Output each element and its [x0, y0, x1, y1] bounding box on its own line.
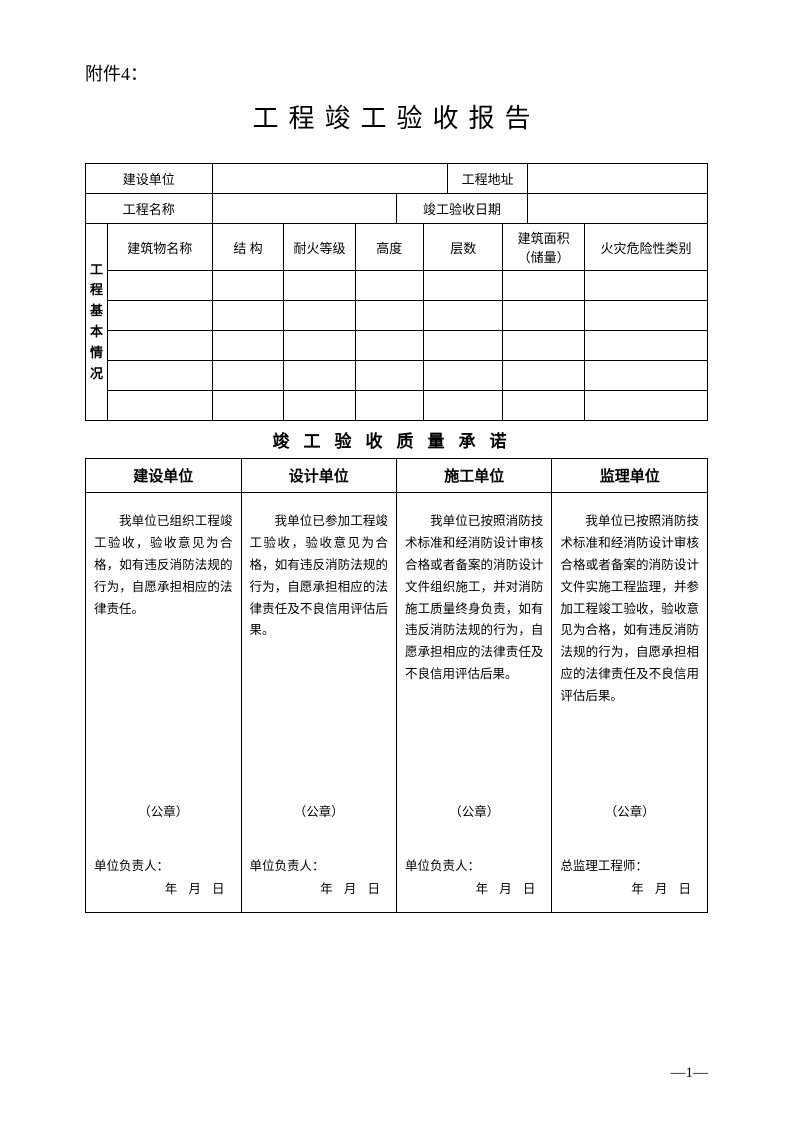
commitment-text-2: 我单位已参加工程竣工验收，验收意见为合格，如有违反消防法规的行为，自愿承担相应的… [250, 511, 388, 642]
date-label: 年 月 日 [94, 878, 233, 902]
commitment-cell-4: 我单位已按照消防技术标准和经消防设计审核合格或者备案的消防设计文件实施工程监理，… [552, 493, 708, 913]
table-row [86, 331, 708, 361]
label-project-name: 工程名称 [86, 194, 213, 224]
seal-label: （公章） [405, 801, 543, 825]
sign-label-1: 单位负责人： [94, 855, 233, 879]
commitment-cell-1: 我单位已组织工程竣工验收，验收意见为合格，如有违反消防法规的行为，自愿承担相应的… [86, 493, 242, 913]
unit-header-supervision: 监理单位 [552, 459, 708, 493]
vertical-label-basic: 工程基本情况 [86, 224, 108, 421]
page-number: —1— [671, 1065, 709, 1082]
header-row-1: 建设单位 工程地址 [86, 164, 708, 194]
table-row [86, 271, 708, 301]
header-row-2: 工程名称 竣工验收日期 [86, 194, 708, 224]
commitment-cell-3: 我单位已按照消防技术标准和经消防设计审核合格或者备案的消防设计文件组织施工，并对… [396, 493, 551, 913]
label-project-address: 工程地址 [448, 164, 528, 194]
col-floors: 层数 [424, 224, 503, 271]
col-structure: 结 构 [212, 224, 284, 271]
table-row [86, 301, 708, 331]
unit-header-build: 施工单位 [396, 459, 551, 493]
commitment-row: 我单位已组织工程竣工验收，验收意见为合格，如有违反消防法规的行为，自愿承担相应的… [86, 493, 708, 913]
col-fire-hazard: 火灾危险性类别 [584, 224, 707, 271]
col-height: 高度 [355, 224, 424, 271]
commitment-text-4: 我单位已按照消防技术标准和经消防设计审核合格或者备案的消防设计文件实施工程监理，… [560, 511, 699, 708]
sign-label-3: 单位负责人： [405, 855, 543, 879]
seal-label: （公章） [560, 801, 699, 825]
label-acceptance-date: 竣工验收日期 [396, 194, 527, 224]
col-building-name: 建筑物名称 [107, 224, 212, 271]
seal-label: （公章） [94, 801, 233, 825]
label-construction-unit: 建设单位 [86, 164, 213, 194]
subtitle-commitment: 竣工验收质量承诺 [86, 421, 708, 459]
col-fire-grade: 耐火等级 [284, 224, 355, 271]
commitment-text-3: 我单位已按照消防技术标准和经消防设计审核合格或者备案的消防设计文件组织施工，并对… [405, 511, 543, 686]
seal-label: （公章） [250, 801, 388, 825]
cell-project-name [212, 194, 396, 224]
sign-label-2: 单位负责人： [250, 855, 388, 879]
basic-header-row: 工程基本情况 建筑物名称 结 构 耐火等级 高度 层数 建筑面积（储量） 火灾危… [86, 224, 708, 271]
date-label: 年 月 日 [405, 878, 543, 902]
table-row [86, 391, 708, 421]
unit-header-construction: 建设单位 [86, 459, 242, 493]
unit-header-row: 建设单位 设计单位 施工单位 监理单位 [86, 459, 708, 493]
date-label: 年 月 日 [250, 878, 388, 902]
cell-project-address [527, 164, 707, 194]
commitment-text-1: 我单位已组织工程竣工验收，验收意见为合格，如有违反消防法规的行为，自愿承担相应的… [94, 511, 233, 620]
page-title: 工程竣工验收报告 [85, 98, 708, 135]
table-row [86, 361, 708, 391]
main-table: 建设单位 工程地址 工程名称 竣工验收日期 工程基本情况 建筑物名称 结 构 耐… [85, 163, 708, 913]
col-area: 建筑面积（储量） [503, 224, 584, 271]
unit-header-design: 设计单位 [241, 459, 396, 493]
attachment-label: 附件4： [85, 60, 708, 86]
cell-construction-unit [212, 164, 448, 194]
cell-acceptance-date [527, 194, 707, 224]
sign-label-4: 总监理工程师： [560, 855, 699, 879]
subtitle-row: 竣工验收质量承诺 [86, 421, 708, 459]
commitment-cell-2: 我单位已参加工程竣工验收，验收意见为合格，如有违反消防法规的行为，自愿承担相应的… [241, 493, 396, 913]
date-label: 年 月 日 [560, 878, 699, 902]
